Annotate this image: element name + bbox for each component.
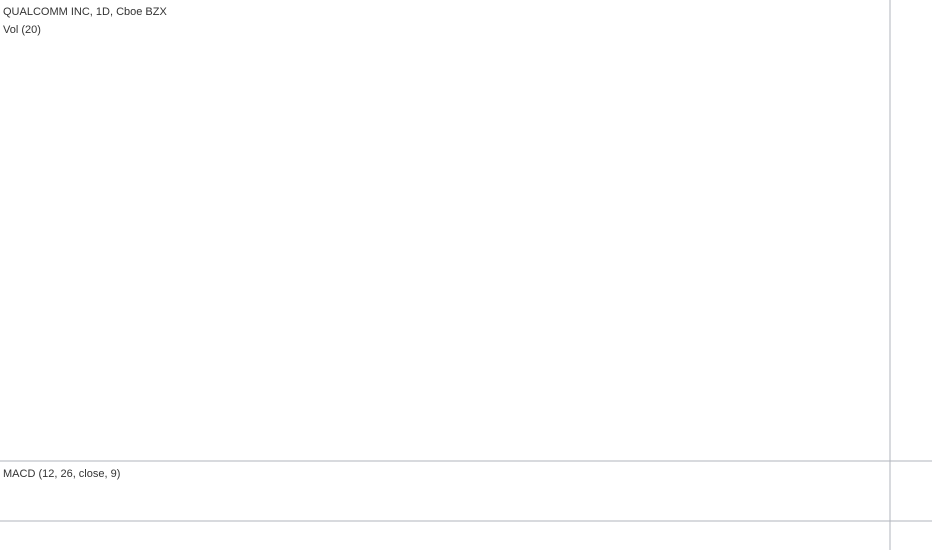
symbol-title[interactable]: QUALCOMM INC, 1D, Cboe BZX	[3, 6, 167, 18]
macd-legend[interactable]: MACD (12, 26, close, 9)	[3, 468, 120, 480]
volume-legend[interactable]: Vol (20)	[3, 24, 41, 36]
